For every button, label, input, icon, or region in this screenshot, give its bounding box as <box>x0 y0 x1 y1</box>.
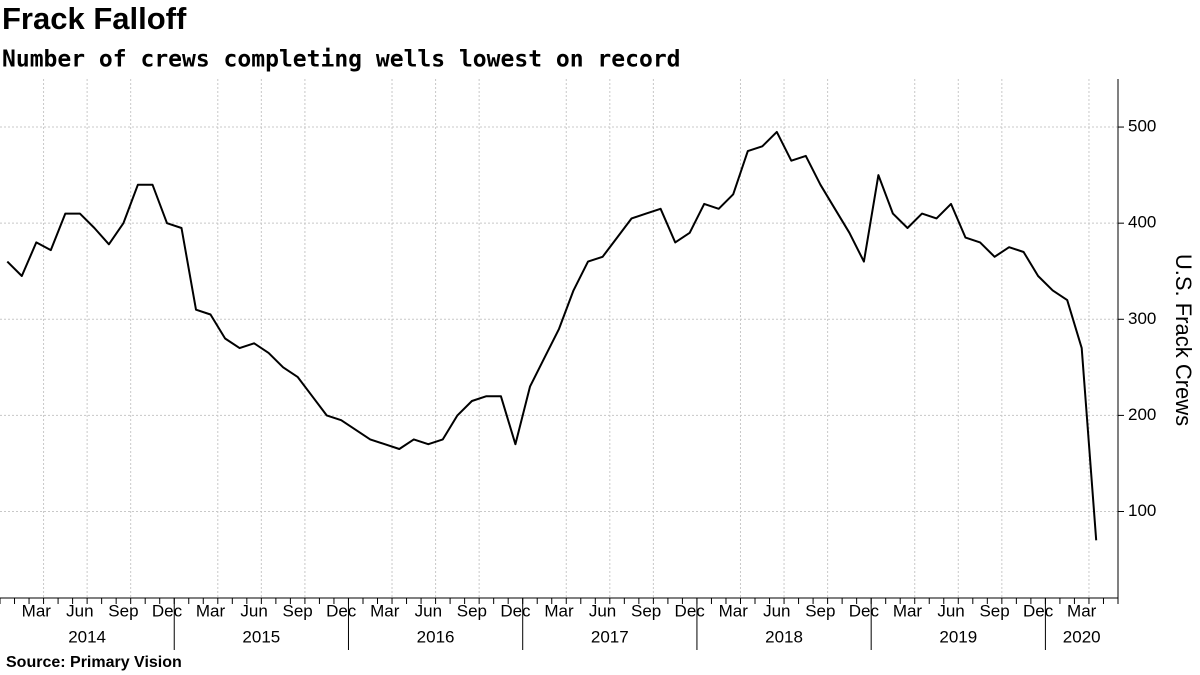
x-tick-label: Mar <box>1067 601 1097 620</box>
x-tick-label: Jun <box>589 601 616 620</box>
year-label: 2020 <box>1063 627 1101 646</box>
y-tick-label: 400 <box>1128 213 1156 232</box>
x-tick-label: Dec <box>675 601 706 620</box>
x-tick-label: Dec <box>326 601 357 620</box>
chart-title: Frack Falloff <box>2 1 187 36</box>
y-tick-label: 500 <box>1128 117 1156 136</box>
chart-subtitle: Number of crews completing wells lowest … <box>2 47 681 73</box>
y-axis-label: U.S. Frack Crews <box>1171 254 1196 426</box>
y-tick-label: 300 <box>1128 309 1156 328</box>
line <box>6 130 1098 541</box>
x-tick-label: Mar <box>544 601 574 620</box>
x-tick-label: Mar <box>893 601 923 620</box>
x-tick-label: Mar <box>196 601 226 620</box>
x-tick-label: Mar <box>719 601 749 620</box>
x-tick-label: Sep <box>805 601 835 620</box>
x-tick-label: Jun <box>937 601 964 620</box>
x-tick-label: Jun <box>763 601 790 620</box>
year-label: 2015 <box>242 627 280 646</box>
year-label: 2014 <box>68 627 106 646</box>
year-label: 2017 <box>591 627 629 646</box>
y-tick-label: 200 <box>1128 405 1156 424</box>
x-tick-label: Mar <box>22 601 52 620</box>
x-tick-label: Mar <box>370 601 400 620</box>
x-tick-label: Sep <box>631 601 661 620</box>
x-tick-label: Sep <box>457 601 487 620</box>
x-tick-label: Dec <box>152 601 183 620</box>
y-tick-label: 100 <box>1128 501 1156 520</box>
x-tick-label: Dec <box>500 601 531 620</box>
year-label: 2018 <box>765 627 803 646</box>
x-tick-label: Sep <box>283 601 313 620</box>
year-label: 2016 <box>417 627 455 646</box>
x-tick-label: Jun <box>240 601 267 620</box>
x-tick-label: Jun <box>415 601 442 620</box>
source: Source: Primary Vision <box>6 654 182 671</box>
x-tick-label: Sep <box>108 601 138 620</box>
x-tick-label: Dec <box>849 601 880 620</box>
x-tick-label: Dec <box>1023 601 1054 620</box>
x-tick-label: Sep <box>979 601 1009 620</box>
year-label: 2019 <box>939 627 977 646</box>
x-tick-label: Jun <box>66 601 93 620</box>
